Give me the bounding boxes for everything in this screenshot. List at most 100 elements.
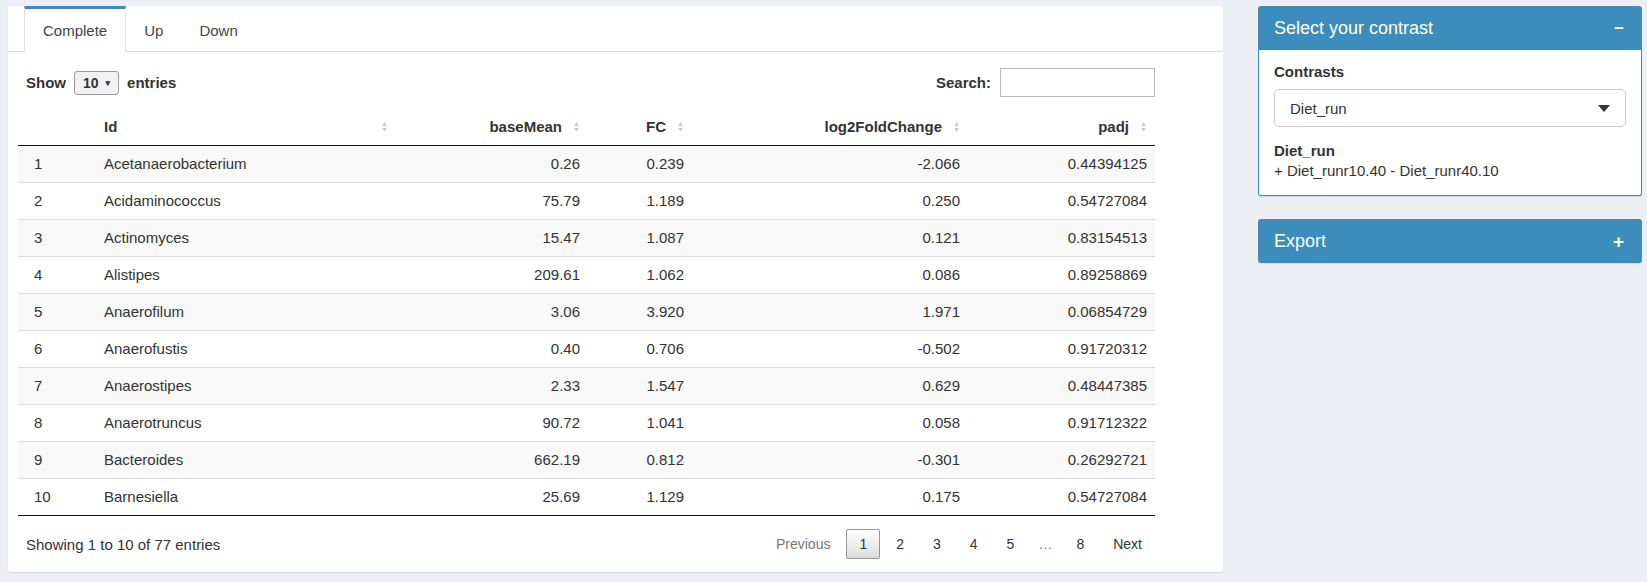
export-box: Export + — [1258, 219, 1642, 263]
row-number-cell: 5 — [18, 294, 96, 331]
pagination-ellipsis: … — [1030, 530, 1060, 558]
cell-id: Acetanaerobacterium — [96, 146, 396, 183]
cell-log2foldchange: 0.250 — [692, 183, 968, 220]
pagination-page-8[interactable]: 8 — [1063, 529, 1097, 559]
contrast-box: Select your contrast − Contrasts Diet_ru… — [1258, 6, 1642, 196]
sort-both-icon: ▲▼ — [677, 121, 684, 133]
pagination-page-2[interactable]: 2 — [883, 529, 917, 559]
row-number-cell: 6 — [18, 331, 96, 368]
search-input[interactable] — [1000, 68, 1155, 97]
select-caret-icon: ▾ — [106, 78, 111, 88]
cell-padj: 0.54727084 — [968, 479, 1155, 516]
table-row[interactable]: 9Bacteroides662.190.812-0.3010.26292721 — [18, 442, 1155, 479]
pagination-page-4[interactable]: 4 — [957, 529, 991, 559]
show-label: Show — [26, 74, 66, 91]
table-header-row: Id▲▼baseMean▲▼FC▲▼log2FoldChange▲▼padj▲▼ — [18, 109, 1155, 146]
cell-log2foldchange: 0.058 — [692, 405, 968, 442]
cell-fc: 0.812 — [588, 442, 692, 479]
tab-down[interactable]: Down — [181, 6, 255, 52]
cell-basemean: 0.40 — [396, 331, 588, 368]
contrast-box-body: Contrasts Diet_run Diet_run + Diet_runr1… — [1258, 50, 1642, 196]
page-length-select[interactable]: 10 ▾ — [74, 71, 119, 95]
table-row[interactable]: 2Acidaminococcus75.791.1890.2500.5472708… — [18, 183, 1155, 220]
cell-id: Actinomyces — [96, 220, 396, 257]
cell-padj: 0.44394125 — [968, 146, 1155, 183]
column-header-label: baseMean — [489, 118, 562, 135]
column-header-padj[interactable]: padj▲▼ — [968, 109, 1155, 146]
column-header-log2foldchange[interactable]: log2FoldChange ▲▼ — [692, 109, 968, 146]
cell-basemean: 2.33 — [396, 368, 588, 405]
table-row[interactable]: 8Anaerotruncus90.721.0410.0580.91712322 — [18, 405, 1155, 442]
table-row[interactable]: 6Anaerofustis0.400.706-0.5020.91720312 — [18, 331, 1155, 368]
tab-content-complete: Show 10 ▾ entries Search: Id▲▼baseMean▲▼… — [8, 52, 1223, 559]
cell-basemean: 75.79 — [396, 183, 588, 220]
dropdown-caret-icon — [1598, 105, 1610, 112]
pagination-page-1[interactable]: 1 — [846, 529, 880, 559]
row-number-cell: 4 — [18, 257, 96, 294]
cell-basemean: 0.26 — [396, 146, 588, 183]
table-footer: Showing 1 to 10 of 77 entries Previous12… — [18, 516, 1155, 559]
row-number-cell: 2 — [18, 183, 96, 220]
pagination: Previous12345…8Next — [760, 529, 1155, 559]
search-control: Search: — [936, 68, 1155, 97]
cell-id: Alistipes — [96, 257, 396, 294]
table-row[interactable]: 1Acetanaerobacterium0.260.239-2.0660.443… — [18, 146, 1155, 183]
cell-id: Bacteroides — [96, 442, 396, 479]
contrast-formula: + Diet_runr10.40 - Diet_runr40.10 — [1274, 162, 1626, 179]
cell-padj: 0.54727084 — [968, 183, 1155, 220]
cell-log2foldchange: 1.971 — [692, 294, 968, 331]
table-row[interactable]: 10Barnesiella25.691.1290.1750.54727084 — [18, 479, 1155, 516]
cell-padj: 0.26292721 — [968, 442, 1155, 479]
cell-log2foldchange: 0.121 — [692, 220, 968, 257]
cell-padj: 0.91720312 — [968, 331, 1155, 368]
pagination-next-button[interactable]: Next — [1100, 529, 1155, 559]
column-header-id[interactable]: Id ▲▼ — [96, 109, 396, 146]
table-row[interactable]: 3Actinomyces15.471.0870.1210.83154513 — [18, 220, 1155, 257]
cell-id: Anaerotruncus — [96, 405, 396, 442]
pagination-page-3[interactable]: 3 — [920, 529, 954, 559]
pagination-page-5[interactable]: 5 — [994, 529, 1028, 559]
cell-padj: 0.91712322 — [968, 405, 1155, 442]
cell-id: Barnesiella — [96, 479, 396, 516]
cell-fc: 0.706 — [588, 331, 692, 368]
row-number-cell: 8 — [18, 405, 96, 442]
expand-plus-icon[interactable]: + — [1613, 232, 1624, 251]
sort-both-icon: ▲▼ — [953, 121, 960, 133]
cell-fc: 1.547 — [588, 368, 692, 405]
table-info: Showing 1 to 10 of 77 entries — [18, 536, 220, 553]
column-header-basemean[interactable]: baseMean▲▼ — [396, 109, 588, 146]
cell-log2foldchange: 0.175 — [692, 479, 968, 516]
cell-log2foldchange: -0.301 — [692, 442, 968, 479]
cell-fc: 3.920 — [588, 294, 692, 331]
cell-padj: 0.83154513 — [968, 220, 1155, 257]
table-row[interactable]: 4Alistipes209.611.0620.0860.89258869 — [18, 257, 1155, 294]
pagination-previous-button[interactable]: Previous — [763, 529, 843, 559]
column-header-label: Id — [104, 118, 117, 135]
sort-both-icon: ▲▼ — [381, 121, 388, 133]
tab-complete[interactable]: Complete — [24, 6, 126, 52]
cell-basemean: 15.47 — [396, 220, 588, 257]
column-header-fc[interactable]: FC▲▼ — [588, 109, 692, 146]
column-header-rownum — [18, 109, 96, 146]
cell-log2foldchange: -2.066 — [692, 146, 968, 183]
cell-basemean: 90.72 — [396, 405, 588, 442]
tab-up[interactable]: Up — [126, 6, 181, 52]
cell-fc: 0.239 — [588, 146, 692, 183]
entries-label: entries — [127, 74, 176, 91]
search-label: Search: — [936, 74, 991, 91]
cell-basemean: 3.06 — [396, 294, 588, 331]
cell-basemean: 25.69 — [396, 479, 588, 516]
results-tab-box: CompleteUpDown Show 10 ▾ entries Search:… — [8, 6, 1223, 572]
cell-fc: 1.062 — [588, 257, 692, 294]
results-table: Id▲▼baseMean▲▼FC▲▼log2FoldChange▲▼padj▲▼… — [18, 109, 1155, 516]
table-row[interactable]: 5Anaerofilum3.063.9201.9710.06854729 — [18, 294, 1155, 331]
contrast-box-header: Select your contrast − — [1258, 6, 1642, 50]
column-header-label: log2FoldChange — [825, 118, 943, 135]
table-row[interactable]: 7Anaerostipes2.331.5470.6290.48447385 — [18, 368, 1155, 405]
cell-id: Anaerofustis — [96, 331, 396, 368]
contrast-select[interactable]: Diet_run — [1274, 89, 1626, 127]
page-length-control: Show 10 ▾ entries — [18, 71, 176, 95]
collapse-minus-icon[interactable]: − — [1614, 20, 1624, 37]
cell-padj: 0.48447385 — [968, 368, 1155, 405]
export-box-header: Export + — [1258, 219, 1642, 263]
